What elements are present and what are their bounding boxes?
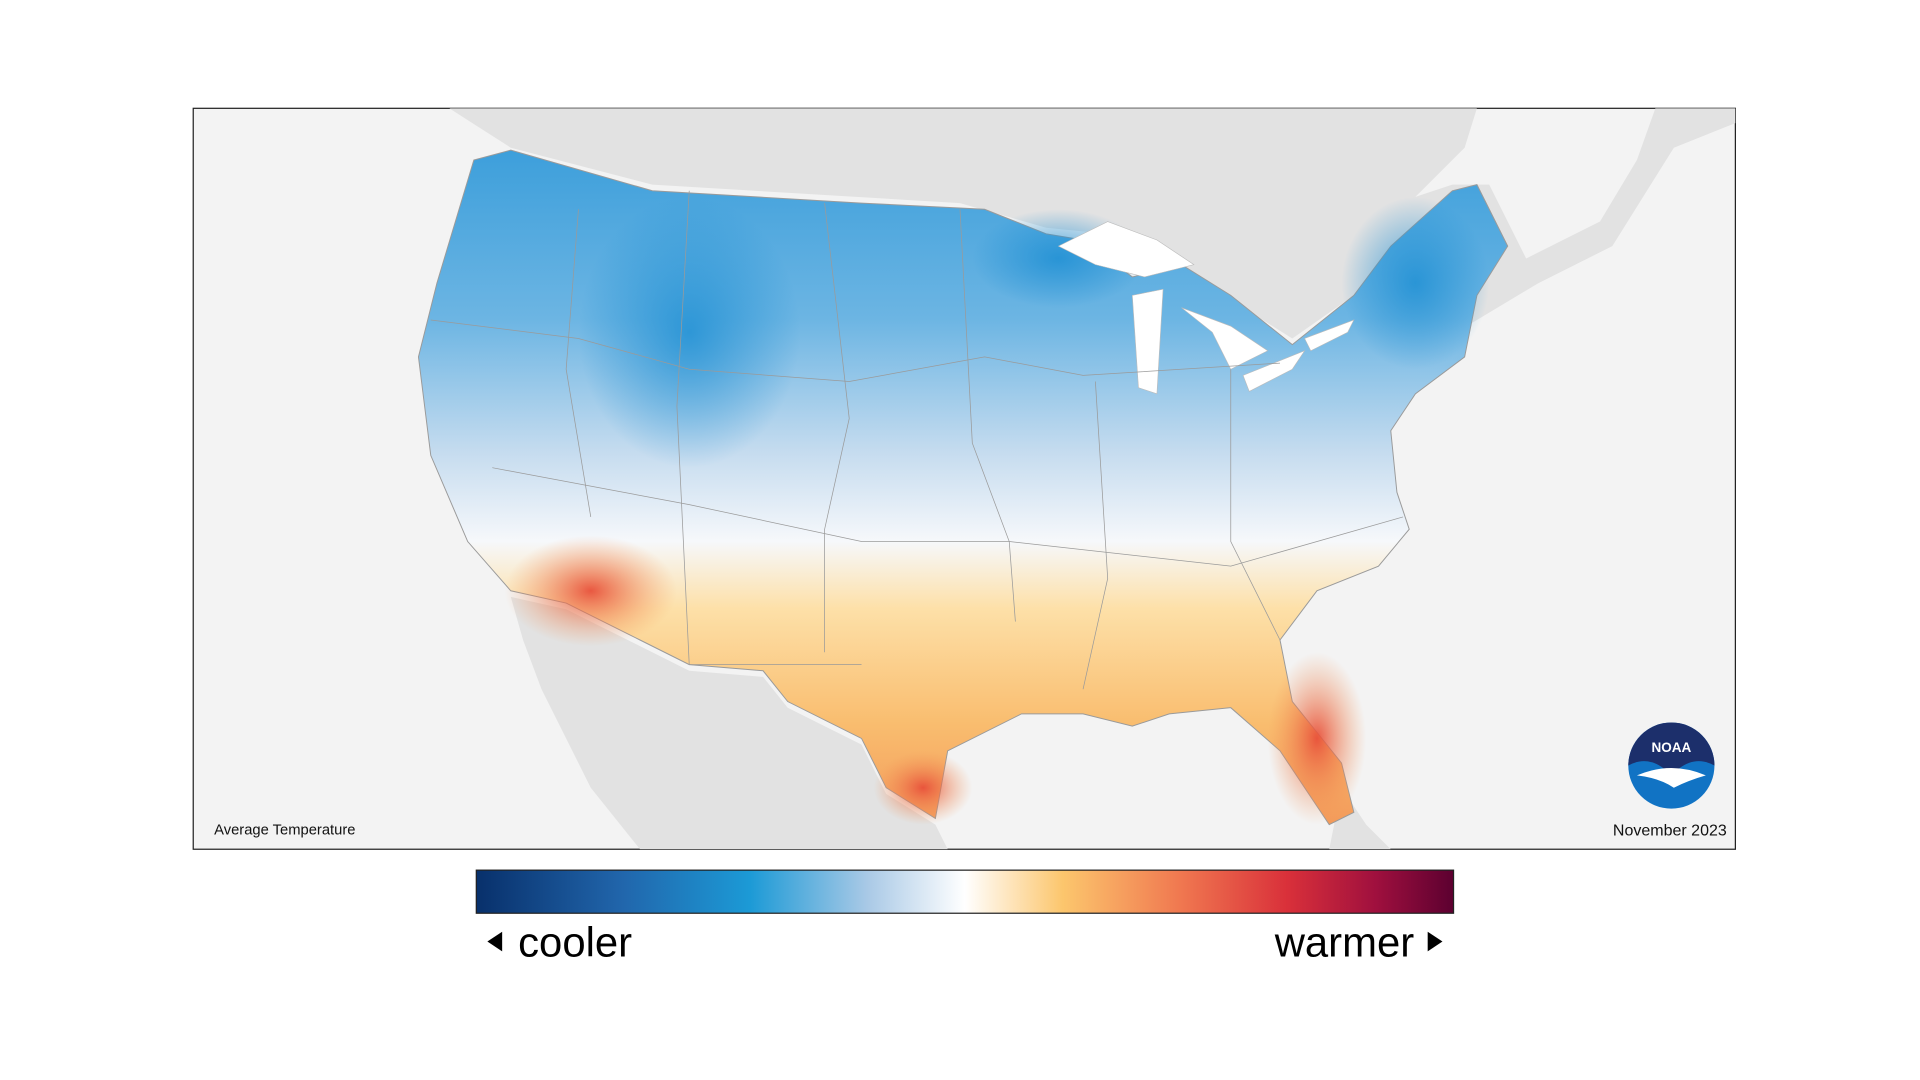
logo-text: NOAA <box>1651 740 1691 755</box>
florida-warm-area <box>1267 652 1367 825</box>
noaa-logo: NOAA <box>1628 722 1715 809</box>
map-frame: Average Temperature November 2023 NOAA <box>192 107 1736 850</box>
color-bar <box>475 869 1455 914</box>
arizona-warm-area <box>504 535 677 647</box>
color-legend: cooler warmer <box>475 869 1455 965</box>
great-lakes <box>1057 221 1355 395</box>
state-borders <box>430 190 1404 690</box>
logo-top <box>1628 722 1715 776</box>
legend-low-label: cooler <box>518 918 632 965</box>
left-arrow <box>487 931 503 952</box>
legend-high-label: warmer <box>1274 918 1415 965</box>
logo-bird <box>1636 768 1706 788</box>
right-arrow <box>1427 931 1443 952</box>
mexico-land <box>510 596 948 850</box>
south-texas-warm-area <box>873 750 973 825</box>
rockies-cold-area <box>578 196 800 468</box>
map-label: Average Temperature <box>214 822 355 838</box>
new-england-cold-area <box>1341 196 1490 370</box>
map-date: November 2023 <box>1613 823 1727 840</box>
